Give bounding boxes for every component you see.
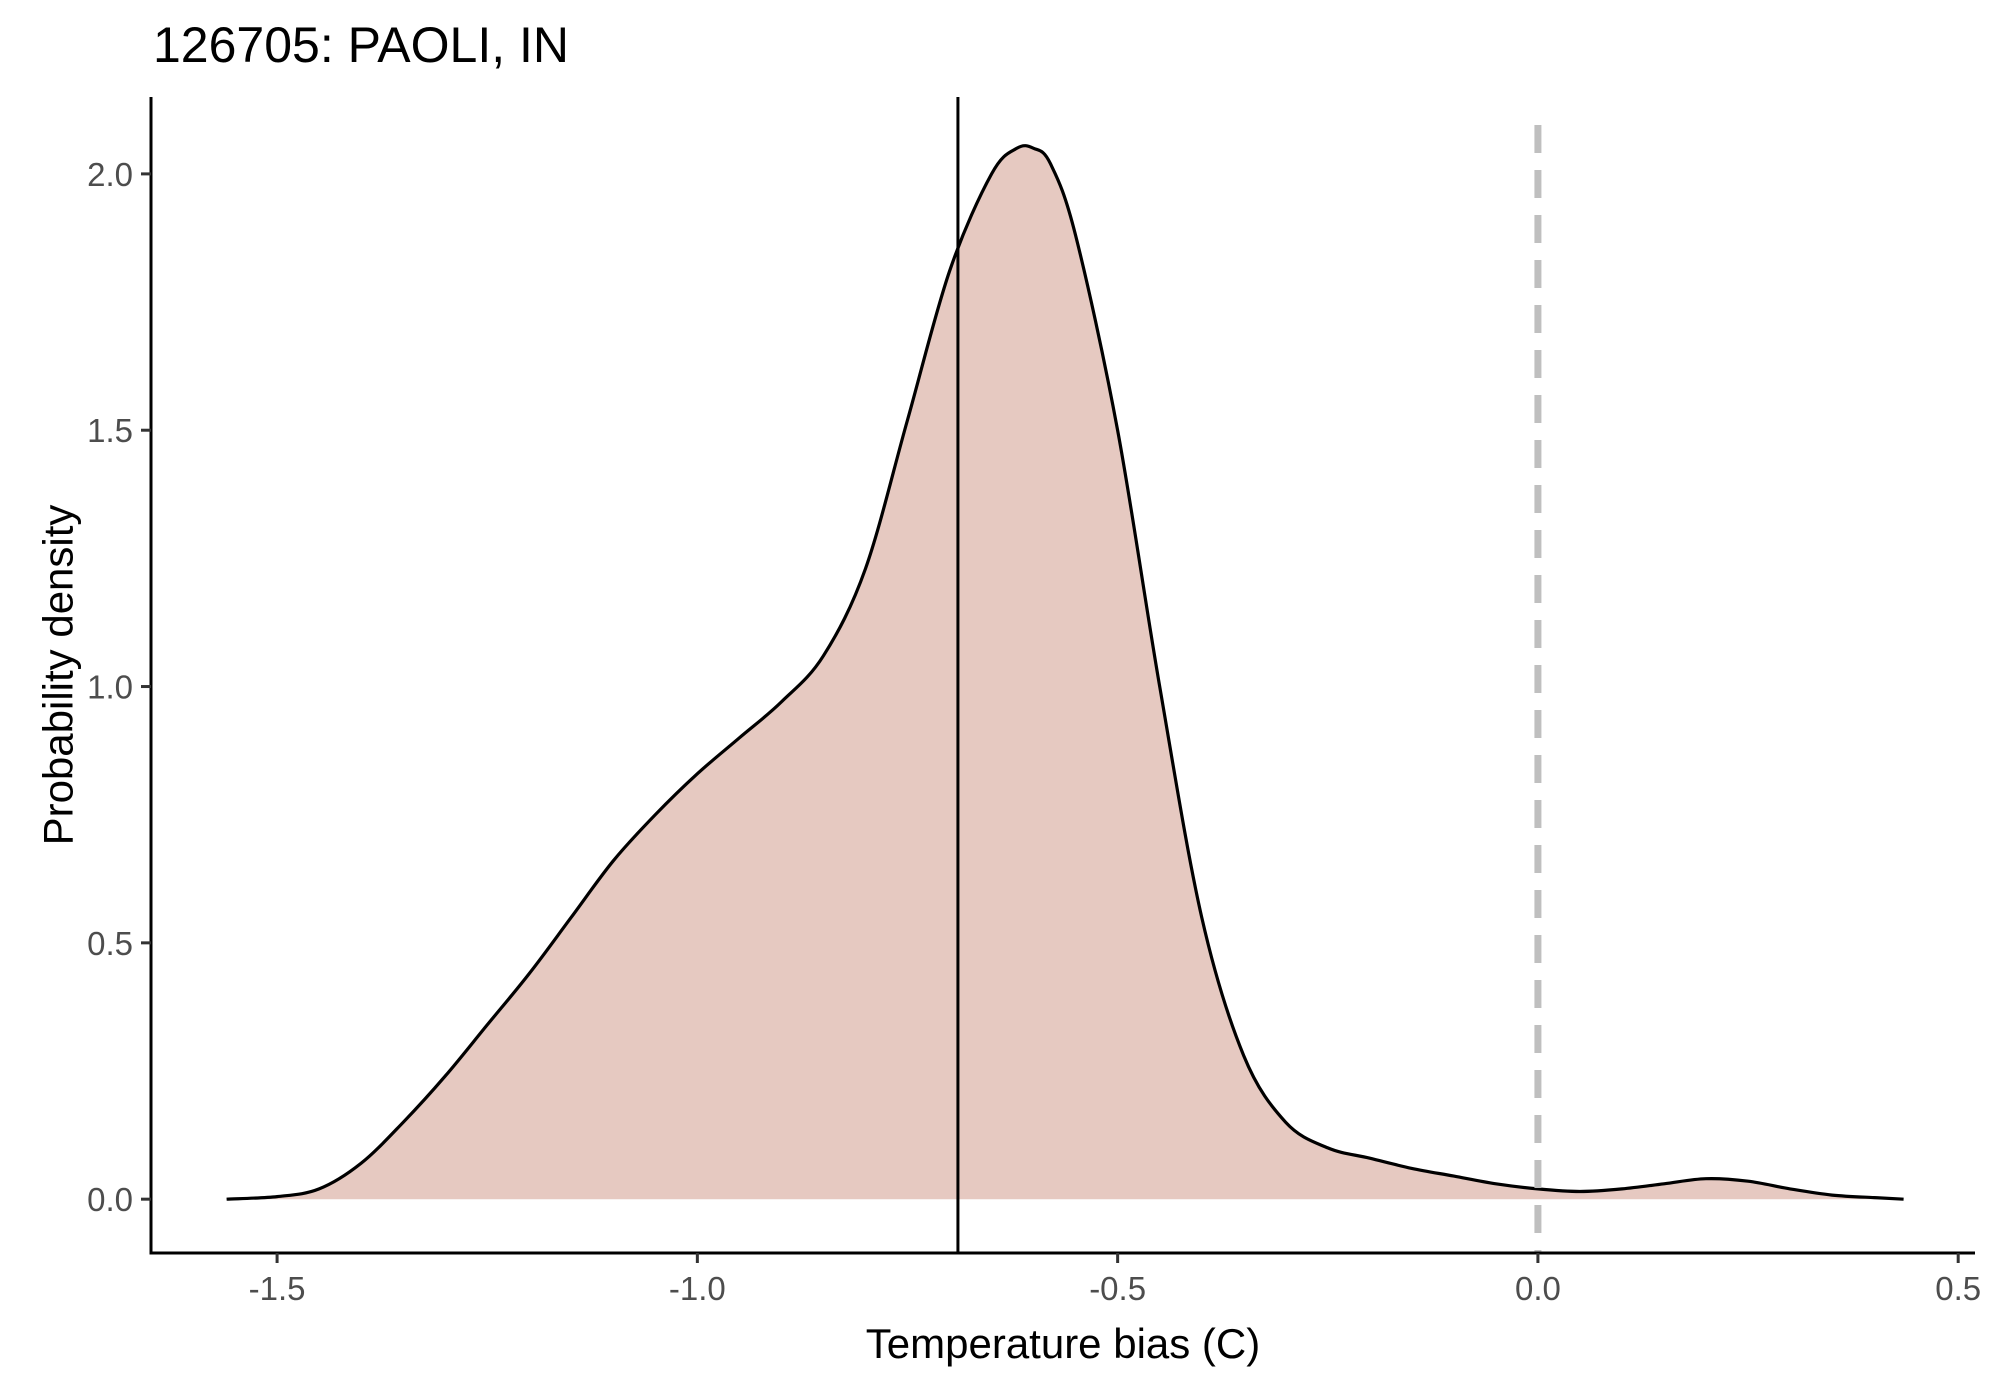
density-line <box>226 144 1904 1201</box>
x-tick-label: -1.0 <box>669 1270 726 1307</box>
axes: -1.5 -1.0 -0.5 0.0 0.5 0.0 0.5 1.0 1.5 2.0 <box>87 97 1981 1307</box>
y-axis-title: Probability density <box>35 505 82 846</box>
x-axis-ticks: -1.5 -1.0 -0.5 0.0 0.5 <box>249 1253 1981 1307</box>
x-tick-label: -1.5 <box>249 1270 306 1307</box>
density-area <box>226 145 1904 1200</box>
y-tick-label: 0.5 <box>87 925 133 962</box>
y-tick-label: 2.0 <box>87 156 133 193</box>
x-tick-label: 0.5 <box>1935 1270 1981 1307</box>
x-axis-title: Temperature bias (C) <box>866 1320 1260 1367</box>
x-tick-label: 0.0 <box>1515 1270 1561 1307</box>
y-tick-label: 1.0 <box>87 669 133 706</box>
y-tick-label: 0.0 <box>87 1181 133 1218</box>
chart-title: 126705: PAOLI, IN <box>153 17 569 73</box>
y-axis-ticks: 0.0 0.5 1.0 1.5 2.0 <box>87 156 151 1218</box>
x-tick-label: -0.5 <box>1089 1270 1146 1307</box>
plot-area <box>226 97 1904 1253</box>
y-tick-label: 1.5 <box>87 412 133 449</box>
